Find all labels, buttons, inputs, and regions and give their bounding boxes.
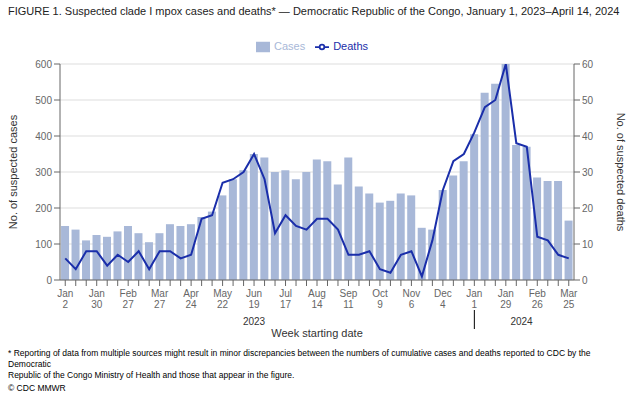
- svg-text:Nov6: Nov6: [403, 288, 421, 310]
- svg-text:Week starting date: Week starting date: [271, 327, 363, 339]
- svg-text:Feb26: Feb26: [529, 288, 547, 310]
- svg-text:50: 50: [582, 95, 594, 106]
- svg-text:May22: May22: [213, 288, 232, 310]
- svg-text:Jan30: Jan30: [89, 288, 105, 310]
- svg-text:Jan1: Jan1: [466, 288, 482, 310]
- svg-text:2023: 2023: [243, 316, 266, 327]
- svg-text:Aug14: Aug14: [308, 288, 326, 310]
- svg-text:10: 10: [582, 239, 594, 250]
- svg-text:Jan2: Jan2: [57, 288, 73, 310]
- html-text:FIGURE 1. Suspected clade I mp: FIGURE 1. Suspected clade I mpox cases a…: [8, 5, 620, 17]
- svg-text:2024: 2024: [510, 316, 533, 327]
- svg-text:0: 0: [582, 275, 588, 286]
- html-text:© CDC MMWR: © CDC MMWR: [8, 383, 66, 393]
- svg-text:Jun19: Jun19: [246, 288, 262, 310]
- svg-text:60: 60: [582, 59, 594, 70]
- svg-text:Jul17: Jul17: [279, 288, 292, 310]
- svg-text:Oct9: Oct9: [372, 288, 388, 310]
- svg-text:No. of suspected cases: No. of suspected cases: [8, 114, 19, 229]
- svg-text:Sep11: Sep11: [340, 288, 358, 310]
- svg-text:300: 300: [35, 167, 52, 178]
- html-text:* Reporting of data from multi: * Reporting of data from multiple source…: [8, 348, 593, 380]
- svg-text:30: 30: [582, 167, 594, 178]
- svg-text:Dec4: Dec4: [434, 288, 452, 310]
- svg-text:200: 200: [35, 203, 52, 214]
- svg-text:Feb27: Feb27: [120, 288, 138, 310]
- svg-text:0: 0: [46, 275, 52, 286]
- svg-text:Jan29: Jan29: [498, 288, 514, 310]
- svg-text:40: 40: [582, 131, 594, 142]
- svg-text:Mar27: Mar27: [151, 288, 169, 310]
- svg-text:20: 20: [582, 203, 594, 214]
- svg-text:No. of suspected deaths: No. of suspected deaths: [615, 113, 626, 232]
- svg-text:500: 500: [35, 95, 52, 106]
- svg-text:Apr24: Apr24: [183, 288, 199, 310]
- svg-text:Mar25: Mar25: [560, 288, 578, 310]
- svg-text:400: 400: [35, 131, 52, 142]
- svg-text:100: 100: [35, 239, 52, 250]
- html-text:Deaths: Deaths: [333, 40, 368, 52]
- html-text:Cases: Cases: [274, 40, 306, 52]
- svg-text:600: 600: [35, 59, 52, 70]
